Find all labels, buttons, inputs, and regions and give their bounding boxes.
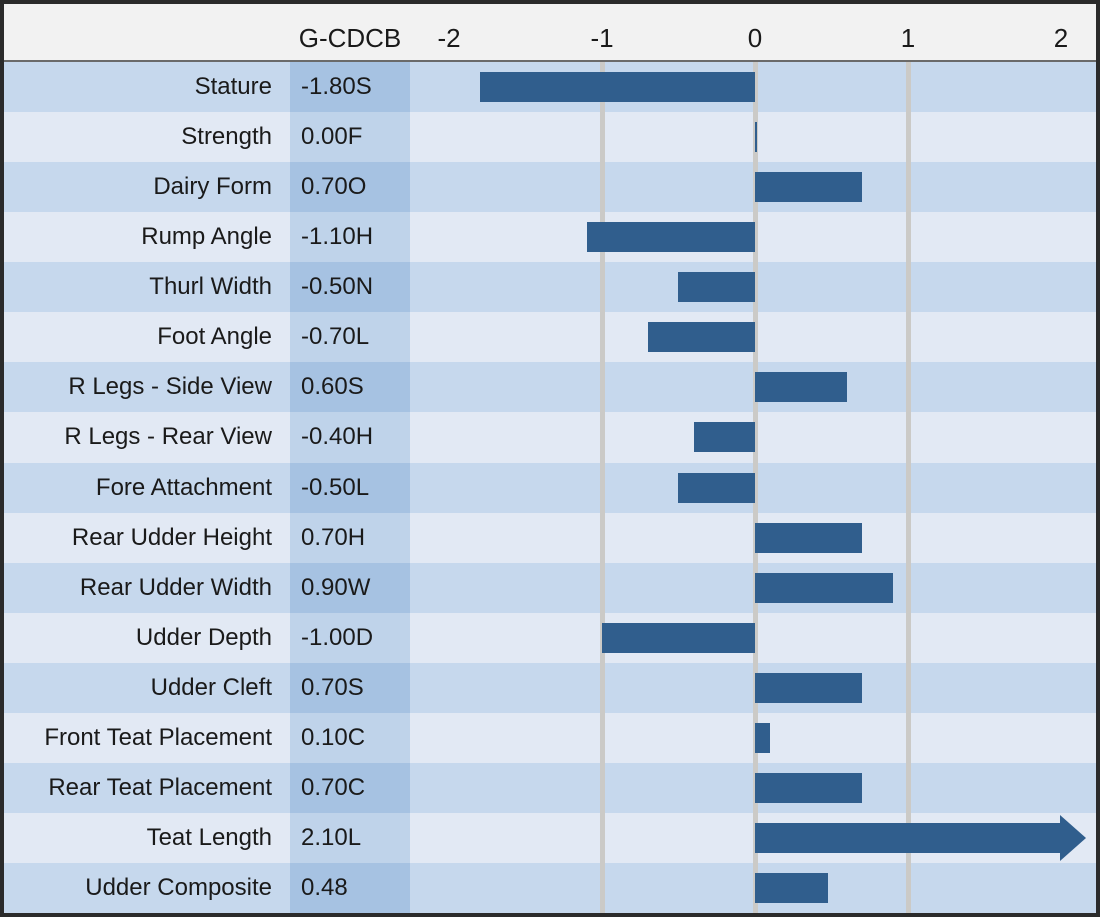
gridline bbox=[752, 62, 758, 913]
trait-bar-track bbox=[410, 763, 1096, 813]
trait-value: -0.70L bbox=[290, 312, 410, 363]
trait-label: R Legs - Side View bbox=[68, 373, 272, 401]
trait-bar-track bbox=[410, 663, 1096, 713]
trait-label: Rump Angle bbox=[141, 223, 272, 251]
trait-row: Strength 0.00F bbox=[4, 112, 1096, 163]
trait-label: Fore Attachment bbox=[95, 473, 272, 501]
trait-bar bbox=[755, 572, 893, 603]
axis-tick: -1 bbox=[590, 23, 614, 53]
bar-arrowhead-icon bbox=[1060, 814, 1086, 861]
trait-value: 0.70S bbox=[290, 662, 410, 713]
axis-tick: 0 bbox=[747, 23, 763, 53]
trait-label: Rear Teat Placement bbox=[48, 773, 272, 801]
trait-row: Rear Teat Placement 0.70C bbox=[4, 762, 1096, 813]
trait-bar bbox=[755, 372, 847, 403]
trait-label: Udder Composite bbox=[85, 874, 272, 902]
trait-bar-track bbox=[410, 513, 1096, 563]
trait-label: Dairy Form bbox=[153, 173, 272, 201]
trait-row: Stature -1.80S bbox=[4, 62, 1096, 113]
trait-bar bbox=[755, 822, 1060, 853]
trait-bar-track bbox=[410, 162, 1096, 212]
trait-row: R Legs - Side View 0.60S bbox=[4, 362, 1096, 413]
trait-label: Rear Udder Width bbox=[79, 573, 272, 601]
trait-label: Strength bbox=[181, 123, 272, 151]
trait-label: Front Teat Placement bbox=[44, 723, 272, 751]
trait-row: Foot Angle -0.70L bbox=[4, 312, 1096, 363]
trait-bar-track bbox=[410, 62, 1096, 112]
trait-bar-track bbox=[410, 713, 1096, 763]
trait-row: Dairy Form 0.70O bbox=[4, 162, 1096, 213]
trait-row: Teat Length 2.10L bbox=[4, 812, 1096, 863]
trait-bar bbox=[694, 422, 755, 453]
trait-bar-track bbox=[410, 863, 1096, 913]
trait-bar bbox=[678, 472, 755, 503]
trait-value: -0.50N bbox=[290, 262, 410, 313]
gridline bbox=[599, 62, 605, 913]
trait-bar-track bbox=[410, 312, 1096, 362]
trait-label: Rear Udder Height bbox=[71, 523, 272, 551]
trait-label: Teat Length bbox=[146, 823, 272, 851]
trait-bar bbox=[648, 322, 755, 353]
trait-bar bbox=[755, 722, 770, 753]
trait-label: Stature bbox=[194, 73, 272, 101]
trait-value: 0.60S bbox=[290, 362, 410, 413]
trait-row: Fore Attachment -0.50L bbox=[4, 462, 1096, 513]
trait-bar bbox=[755, 122, 757, 153]
score-column-header: G-CDCB bbox=[298, 23, 402, 53]
trait-bar bbox=[755, 672, 862, 703]
trait-row: R Legs - Rear View -0.40H bbox=[4, 412, 1096, 463]
trait-bar-track bbox=[410, 362, 1096, 412]
trait-bar bbox=[480, 72, 755, 103]
trait-value: 0.70O bbox=[290, 162, 410, 213]
chart-header: G-CDCB -2 -1 0 1 2 bbox=[4, 4, 1096, 62]
trait-row: Udder Cleft 0.70S bbox=[4, 662, 1096, 713]
trait-value: 0.70C bbox=[290, 762, 410, 813]
trait-value: 0.10C bbox=[290, 712, 410, 763]
trait-bar-track bbox=[410, 112, 1096, 162]
trait-row: Thurl Width -0.50N bbox=[4, 262, 1096, 313]
trait-label: Thurl Width bbox=[149, 273, 272, 301]
axis-tick: 2 bbox=[1053, 23, 1069, 53]
trait-label: R Legs - Rear View bbox=[64, 423, 272, 451]
trait-bar bbox=[755, 522, 862, 553]
trait-row: Front Teat Placement 0.10C bbox=[4, 712, 1096, 763]
trait-value: 0.70H bbox=[290, 512, 410, 563]
gridline bbox=[905, 62, 911, 913]
axis-tick: 1 bbox=[900, 23, 916, 53]
trait-row: Rear Udder Width 0.90W bbox=[4, 562, 1096, 613]
trait-row: Udder Depth -1.00D bbox=[4, 612, 1096, 663]
trait-value: -1.00D bbox=[290, 612, 410, 663]
trait-label: Udder Depth bbox=[135, 623, 272, 651]
trait-label: Foot Angle bbox=[157, 323, 272, 351]
trait-value: -1.10H bbox=[290, 212, 410, 263]
trait-value: 0.00F bbox=[290, 112, 410, 163]
trait-bar bbox=[755, 873, 828, 904]
trait-bar bbox=[755, 772, 862, 803]
trait-bar-track bbox=[410, 262, 1096, 312]
trait-bar-track bbox=[410, 613, 1096, 663]
trait-row: Rump Angle -1.10H bbox=[4, 212, 1096, 263]
trait-bar-track bbox=[410, 412, 1096, 462]
trait-bar bbox=[602, 622, 755, 653]
trait-row: Udder Composite 0.48 bbox=[4, 863, 1096, 913]
trait-value: 0.90W bbox=[290, 562, 410, 613]
trait-bar-track bbox=[410, 813, 1096, 863]
trait-bar-track bbox=[410, 563, 1096, 613]
trait-bar-track bbox=[410, 463, 1096, 513]
trait-value: -0.40H bbox=[290, 412, 410, 463]
trait-bar-track bbox=[410, 212, 1096, 262]
trait-value: -0.50L bbox=[290, 462, 410, 513]
trait-bar bbox=[678, 272, 755, 303]
axis-tick: -2 bbox=[437, 23, 461, 53]
trait-row: Rear Udder Height 0.70H bbox=[4, 512, 1096, 563]
trait-value: 2.10L bbox=[290, 812, 410, 863]
trait-value: 0.48 bbox=[290, 863, 410, 913]
trait-value: -1.80S bbox=[290, 62, 410, 113]
trait-label: Udder Cleft bbox=[150, 673, 272, 701]
trait-bar bbox=[587, 222, 755, 253]
trait-bar bbox=[755, 172, 862, 203]
chart-body: Stature -1.80S Strength 0.00F Dairy Form… bbox=[4, 62, 1096, 913]
